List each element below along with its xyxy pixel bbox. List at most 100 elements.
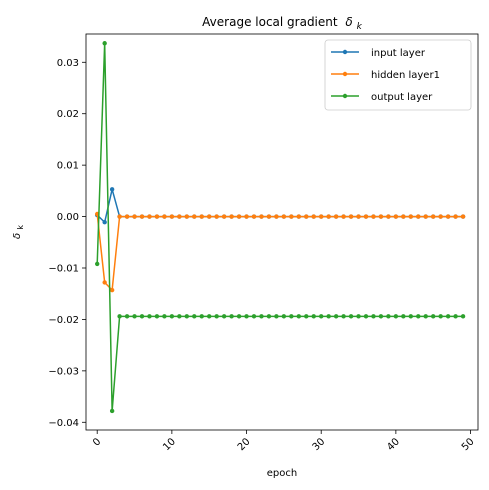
data-point-hidden-layer1 — [259, 214, 264, 219]
data-point-output-layer — [438, 314, 443, 319]
data-point-hidden-layer1 — [326, 214, 331, 219]
data-point-output-layer — [102, 41, 107, 46]
data-point-output-layer — [356, 314, 361, 319]
data-point-output-layer — [124, 314, 130, 319]
data-point-hidden-layer1 — [304, 214, 309, 219]
data-point-hidden-layer1 — [154, 214, 160, 219]
data-point-output-layer — [229, 314, 234, 319]
data-point-output-layer — [348, 314, 354, 319]
data-point-hidden-layer1 — [453, 214, 458, 219]
data-point-output-layer — [326, 314, 331, 319]
legend-swatch-marker-hidden-layer1 — [342, 71, 348, 77]
data-point-hidden-layer1 — [117, 214, 122, 219]
data-point-output-layer — [296, 314, 301, 319]
data-point-output-layer — [289, 314, 294, 319]
x-tick-label: 40 — [385, 436, 402, 453]
data-point-hidden-layer1 — [236, 214, 242, 219]
data-point-output-layer — [162, 314, 167, 319]
data-point-output-layer — [453, 314, 458, 319]
data-point-output-layer — [95, 261, 100, 267]
y-tick-label: 0.03 — [57, 58, 79, 69]
data-point-hidden-layer1 — [162, 214, 167, 219]
x-tick-label: 30 — [311, 436, 328, 453]
data-point-hidden-layer1 — [423, 214, 428, 219]
data-point-input-layer — [109, 187, 115, 192]
y-axis-label-symbol: δ — [12, 233, 23, 239]
data-point-output-layer — [259, 314, 264, 319]
data-point-output-layer — [445, 314, 451, 319]
data-point-hidden-layer1 — [378, 214, 384, 219]
y-tick-label: 0.00 — [57, 212, 79, 223]
data-point-hidden-layer1 — [251, 214, 257, 219]
x-tick-label: 10 — [161, 436, 178, 453]
y-tick-label: 0.01 — [57, 161, 79, 172]
data-point-output-layer — [147, 314, 152, 319]
data-point-hidden-layer1 — [109, 287, 115, 293]
data-point-output-layer — [319, 314, 324, 319]
data-point-hidden-layer1 — [184, 214, 189, 219]
data-point-output-layer — [274, 314, 279, 319]
data-point-hidden-layer1 — [192, 214, 197, 219]
data-point-hidden-layer1 — [221, 214, 227, 219]
data-point-output-layer — [333, 314, 339, 319]
data-point-output-layer — [266, 314, 272, 319]
data-point-hidden-layer1 — [438, 214, 443, 219]
legend-box — [324, 39, 472, 111]
data-point-hidden-layer1 — [214, 214, 219, 219]
data-point-output-layer — [371, 314, 376, 319]
data-point-hidden-layer1 — [319, 214, 324, 219]
series-line-hidden-layer1 — [96, 213, 464, 291]
data-point-hidden-layer1 — [147, 214, 152, 219]
data-point-hidden-layer1 — [281, 214, 287, 219]
y-axis-label: δ k — [12, 225, 25, 239]
data-point-input-layer — [102, 220, 107, 225]
chart-title-symbol: δ — [345, 15, 352, 29]
data-point-hidden-layer1 — [296, 214, 301, 219]
x-tick-label: 20 — [236, 436, 253, 453]
data-point-hidden-layer1 — [416, 214, 421, 219]
data-point-output-layer — [341, 314, 346, 319]
data-point-hidden-layer1 — [229, 214, 234, 219]
y-tick-label: −0.04 — [48, 418, 79, 429]
data-point-output-layer — [139, 314, 145, 319]
data-point-hidden-layer1 — [363, 214, 369, 219]
chart-title-text: Average local gradient — [202, 15, 338, 29]
data-point-output-layer — [214, 314, 219, 319]
data-point-hidden-layer1 — [401, 214, 406, 219]
data-point-output-layer — [363, 314, 369, 319]
data-point-output-layer — [169, 314, 175, 319]
legend: input layer hidden layer1 output layer — [324, 39, 472, 111]
data-point-output-layer — [281, 314, 287, 319]
y-axis-label-subscript: k — [16, 225, 25, 230]
data-point-hidden-layer1 — [445, 214, 451, 219]
legend-swatch-marker-input-layer — [342, 49, 348, 55]
data-point-hidden-layer1 — [460, 214, 466, 219]
data-point-hidden-layer1 — [431, 214, 436, 219]
data-point-hidden-layer1 — [348, 214, 354, 219]
data-point-output-layer — [304, 314, 309, 319]
data-point-output-layer — [236, 314, 242, 319]
data-point-hidden-layer1 — [207, 214, 212, 219]
data-point-output-layer — [311, 314, 316, 319]
data-point-hidden-layer1 — [274, 214, 279, 219]
data-point-output-layer — [423, 314, 428, 319]
data-point-hidden-layer1 — [199, 214, 204, 219]
chart-title-subscript: k — [357, 22, 363, 32]
data-point-output-layer — [154, 314, 160, 319]
x-axis-label: epoch — [267, 468, 297, 479]
data-point-hidden-layer1 — [371, 214, 376, 219]
series-layer — [95, 41, 466, 414]
data-point-output-layer — [386, 314, 391, 319]
data-point-output-layer — [416, 314, 421, 319]
ticks-layer: 0.03 0.02 0.01 0.00 −0.01 −0.02 −0.03 −0.04 0 10 2… — [48, 58, 476, 453]
data-point-hidden-layer1 — [289, 214, 294, 219]
data-point-output-layer — [207, 314, 212, 319]
data-point-output-layer — [117, 314, 122, 319]
data-point-hidden-layer1 — [132, 214, 137, 219]
series-output-layer — [95, 41, 466, 414]
series-input-layer — [95, 187, 466, 225]
data-point-hidden-layer1 — [341, 214, 346, 219]
data-point-output-layer — [192, 314, 197, 319]
data-point-output-layer — [251, 314, 257, 319]
